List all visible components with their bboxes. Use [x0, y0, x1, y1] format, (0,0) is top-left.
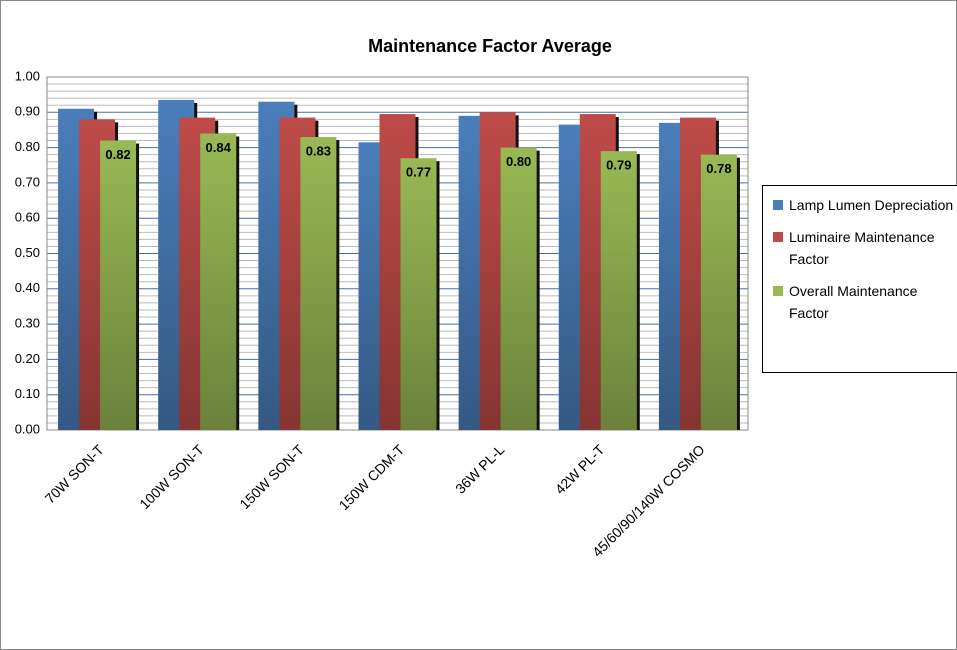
legend-entry: Luminaire Maintenance Factor [773, 226, 957, 270]
y-tick-label: 0.60 [15, 210, 40, 225]
data-label: 0.82 [105, 147, 130, 162]
y-tick-label: 0.90 [15, 104, 40, 119]
legend: Lamp Lumen Depreciation Luminaire Mainten… [762, 185, 957, 373]
x-tick-label: 70W SON-T [42, 441, 108, 507]
data-label: 0.84 [206, 140, 232, 155]
y-tick-label: 0.10 [15, 386, 40, 401]
y-tick-label: 0.50 [15, 245, 40, 260]
data-label: 0.79 [606, 158, 631, 173]
y-tick-label: 0.80 [15, 139, 40, 154]
bar-shade [200, 133, 237, 431]
x-tick-label: 150W CDM-T [335, 441, 407, 513]
legend-label: Lamp Lumen Depreciation [789, 197, 954, 213]
x-tick-label: 45/60/90/140W COSMO [589, 441, 708, 560]
legend-swatch [773, 286, 783, 296]
bar-shade [100, 140, 137, 431]
bar-shade [600, 151, 637, 430]
y-tick-label: 0.30 [15, 316, 40, 331]
data-label: 0.83 [306, 143, 331, 158]
legend-swatch [773, 232, 783, 242]
y-tick-label: 0.70 [15, 174, 40, 189]
y-tick-label: 1.00 [15, 68, 40, 83]
y-tick-label: 0.20 [15, 351, 40, 366]
data-label: 0.77 [406, 165, 431, 180]
bar-shade [700, 154, 737, 430]
legend-entry: Lamp Lumen Depreciation [773, 194, 957, 216]
x-tick-label: 36W PL-L [452, 441, 507, 496]
legend-label: Overall Maintenance Factor [789, 283, 918, 321]
x-tick-label: 100W SON-T [136, 441, 207, 512]
legend-entry: Overall Maintenance Factor [773, 280, 957, 324]
bar-shade [400, 158, 437, 430]
data-label: 0.80 [506, 154, 531, 169]
x-tick-label: 42W PL-T [552, 441, 608, 497]
legend-swatch [773, 200, 783, 210]
x-tick-label: 150W SON-T [236, 441, 307, 512]
data-label: 0.78 [706, 161, 731, 176]
y-tick-label: 0.40 [15, 280, 40, 295]
bar-shade [300, 137, 337, 430]
bar-shade [500, 147, 537, 430]
legend-label: Luminaire Maintenance Factor [789, 229, 935, 267]
y-tick-label: 0.00 [15, 421, 40, 436]
chart-title: Maintenance Factor Average [368, 36, 612, 56]
